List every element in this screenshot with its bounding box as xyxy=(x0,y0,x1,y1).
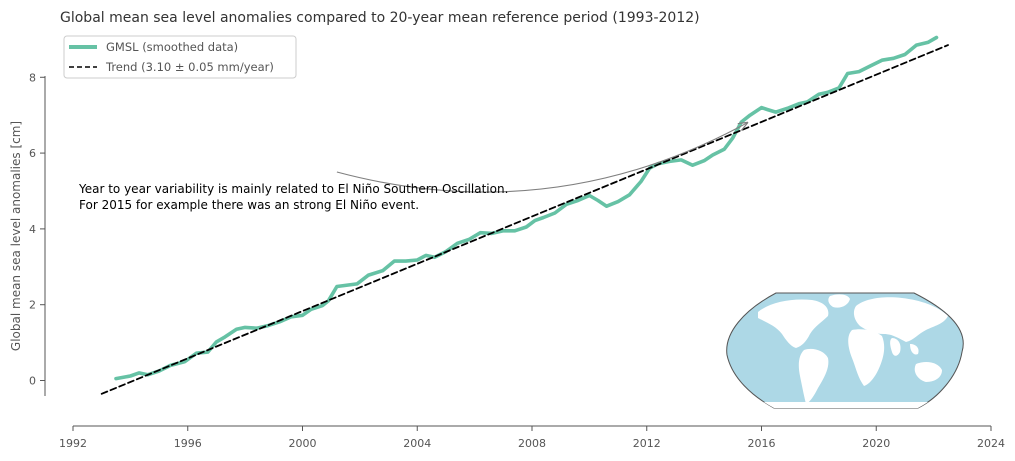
y-axis-label: Global mean sea level anomalies [cm] xyxy=(9,121,23,351)
x-tick-label: 1992 xyxy=(59,437,87,450)
x-tick-label: 2024 xyxy=(977,437,1005,450)
series-gmsl-line xyxy=(114,35,939,381)
annotation: Year to year variability is mainly relat… xyxy=(78,123,747,212)
y-tick-label: 6 xyxy=(29,147,36,160)
x-tick-label: 2012 xyxy=(633,437,661,450)
annotation-line-2: For 2015 for example there was an strong… xyxy=(79,198,419,212)
x-tick-label: 2000 xyxy=(289,437,317,450)
x-tick-label: 2016 xyxy=(748,437,776,450)
annotation-line-1: Year to year variability is mainly relat… xyxy=(78,182,508,196)
y-tick-label: 8 xyxy=(29,71,36,84)
x-tick-label: 2020 xyxy=(862,437,890,450)
y-tick-label: 2 xyxy=(29,299,36,312)
chart-title: Global mean sea level anomalies compared… xyxy=(60,10,700,26)
x-tick-label: 2004 xyxy=(403,437,431,450)
series-layer xyxy=(100,35,949,395)
x-tick-label: 1996 xyxy=(174,437,202,450)
legend-label-gmsl: GMSL (smoothed data) xyxy=(106,40,238,54)
y-tick-label: 4 xyxy=(29,223,36,236)
legend: GMSL (smoothed data) Trend (3.10 ± 0.05 … xyxy=(63,35,297,79)
series-trend-line xyxy=(100,44,949,395)
legend-box xyxy=(63,35,297,79)
legend-label-trend: Trend (3.10 ± 0.05 mm/year) xyxy=(105,60,274,74)
x-tick-label: 2008 xyxy=(518,437,546,450)
world-map-icon xyxy=(726,292,964,409)
x-axis: 1992 1996 2000 2004 2008 2012 2016 2020 2024 xyxy=(59,425,1005,450)
y-tick-label: 0 xyxy=(29,375,36,388)
annotation-arrow xyxy=(336,123,747,193)
y-axis: 0 2 4 6 8 xyxy=(29,71,46,396)
